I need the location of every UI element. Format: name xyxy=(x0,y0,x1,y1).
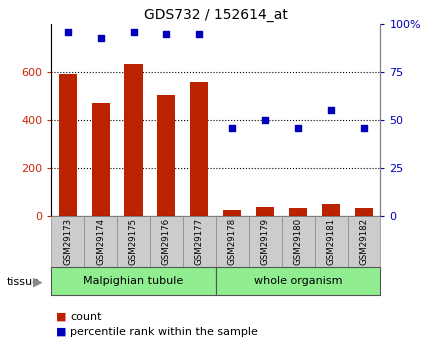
Point xyxy=(262,117,269,122)
Bar xyxy=(59,75,77,216)
Text: ■: ■ xyxy=(56,312,66,322)
Bar xyxy=(348,216,380,267)
Text: GSM29178: GSM29178 xyxy=(228,218,237,265)
Point xyxy=(328,108,335,113)
Text: GSM29176: GSM29176 xyxy=(162,218,171,265)
Point xyxy=(97,35,104,40)
Text: percentile rank within the sample: percentile rank within the sample xyxy=(70,327,258,337)
Point xyxy=(163,31,170,37)
Bar xyxy=(289,208,307,216)
Bar xyxy=(125,63,142,216)
Text: GSM29177: GSM29177 xyxy=(195,218,204,265)
Bar xyxy=(282,216,315,267)
Point xyxy=(196,31,203,37)
Bar xyxy=(51,267,216,295)
Bar xyxy=(322,204,340,216)
Text: Malpighian tubule: Malpighian tubule xyxy=(83,276,184,286)
Point xyxy=(295,125,302,130)
Text: GSM29174: GSM29174 xyxy=(96,218,105,265)
Text: GSM29173: GSM29173 xyxy=(63,218,72,265)
Point xyxy=(64,29,71,34)
Bar xyxy=(315,216,348,267)
Point xyxy=(360,125,368,130)
Title: GDS732 / 152614_at: GDS732 / 152614_at xyxy=(144,8,288,22)
Bar xyxy=(150,216,183,267)
Text: GSM29179: GSM29179 xyxy=(261,218,270,265)
Bar xyxy=(51,216,84,267)
Bar xyxy=(216,267,380,295)
Bar xyxy=(117,216,150,267)
Point xyxy=(130,29,137,34)
Text: whole organism: whole organism xyxy=(254,276,342,286)
Text: tissue: tissue xyxy=(7,277,40,287)
Text: GSM29182: GSM29182 xyxy=(360,218,368,265)
Bar xyxy=(355,208,373,216)
Bar xyxy=(256,207,274,216)
Bar xyxy=(92,103,109,216)
Bar xyxy=(249,216,282,267)
Text: count: count xyxy=(70,312,102,322)
Text: GSM29175: GSM29175 xyxy=(129,218,138,265)
Bar xyxy=(216,216,249,267)
Bar xyxy=(183,216,216,267)
Point xyxy=(229,125,236,130)
Text: GSM29181: GSM29181 xyxy=(327,218,336,265)
Text: GSM29180: GSM29180 xyxy=(294,218,303,265)
Text: ■: ■ xyxy=(56,327,66,337)
Bar xyxy=(158,95,175,216)
Bar xyxy=(223,210,241,216)
Text: ▶: ▶ xyxy=(33,275,43,288)
Bar xyxy=(84,216,117,267)
Bar xyxy=(190,81,208,216)
